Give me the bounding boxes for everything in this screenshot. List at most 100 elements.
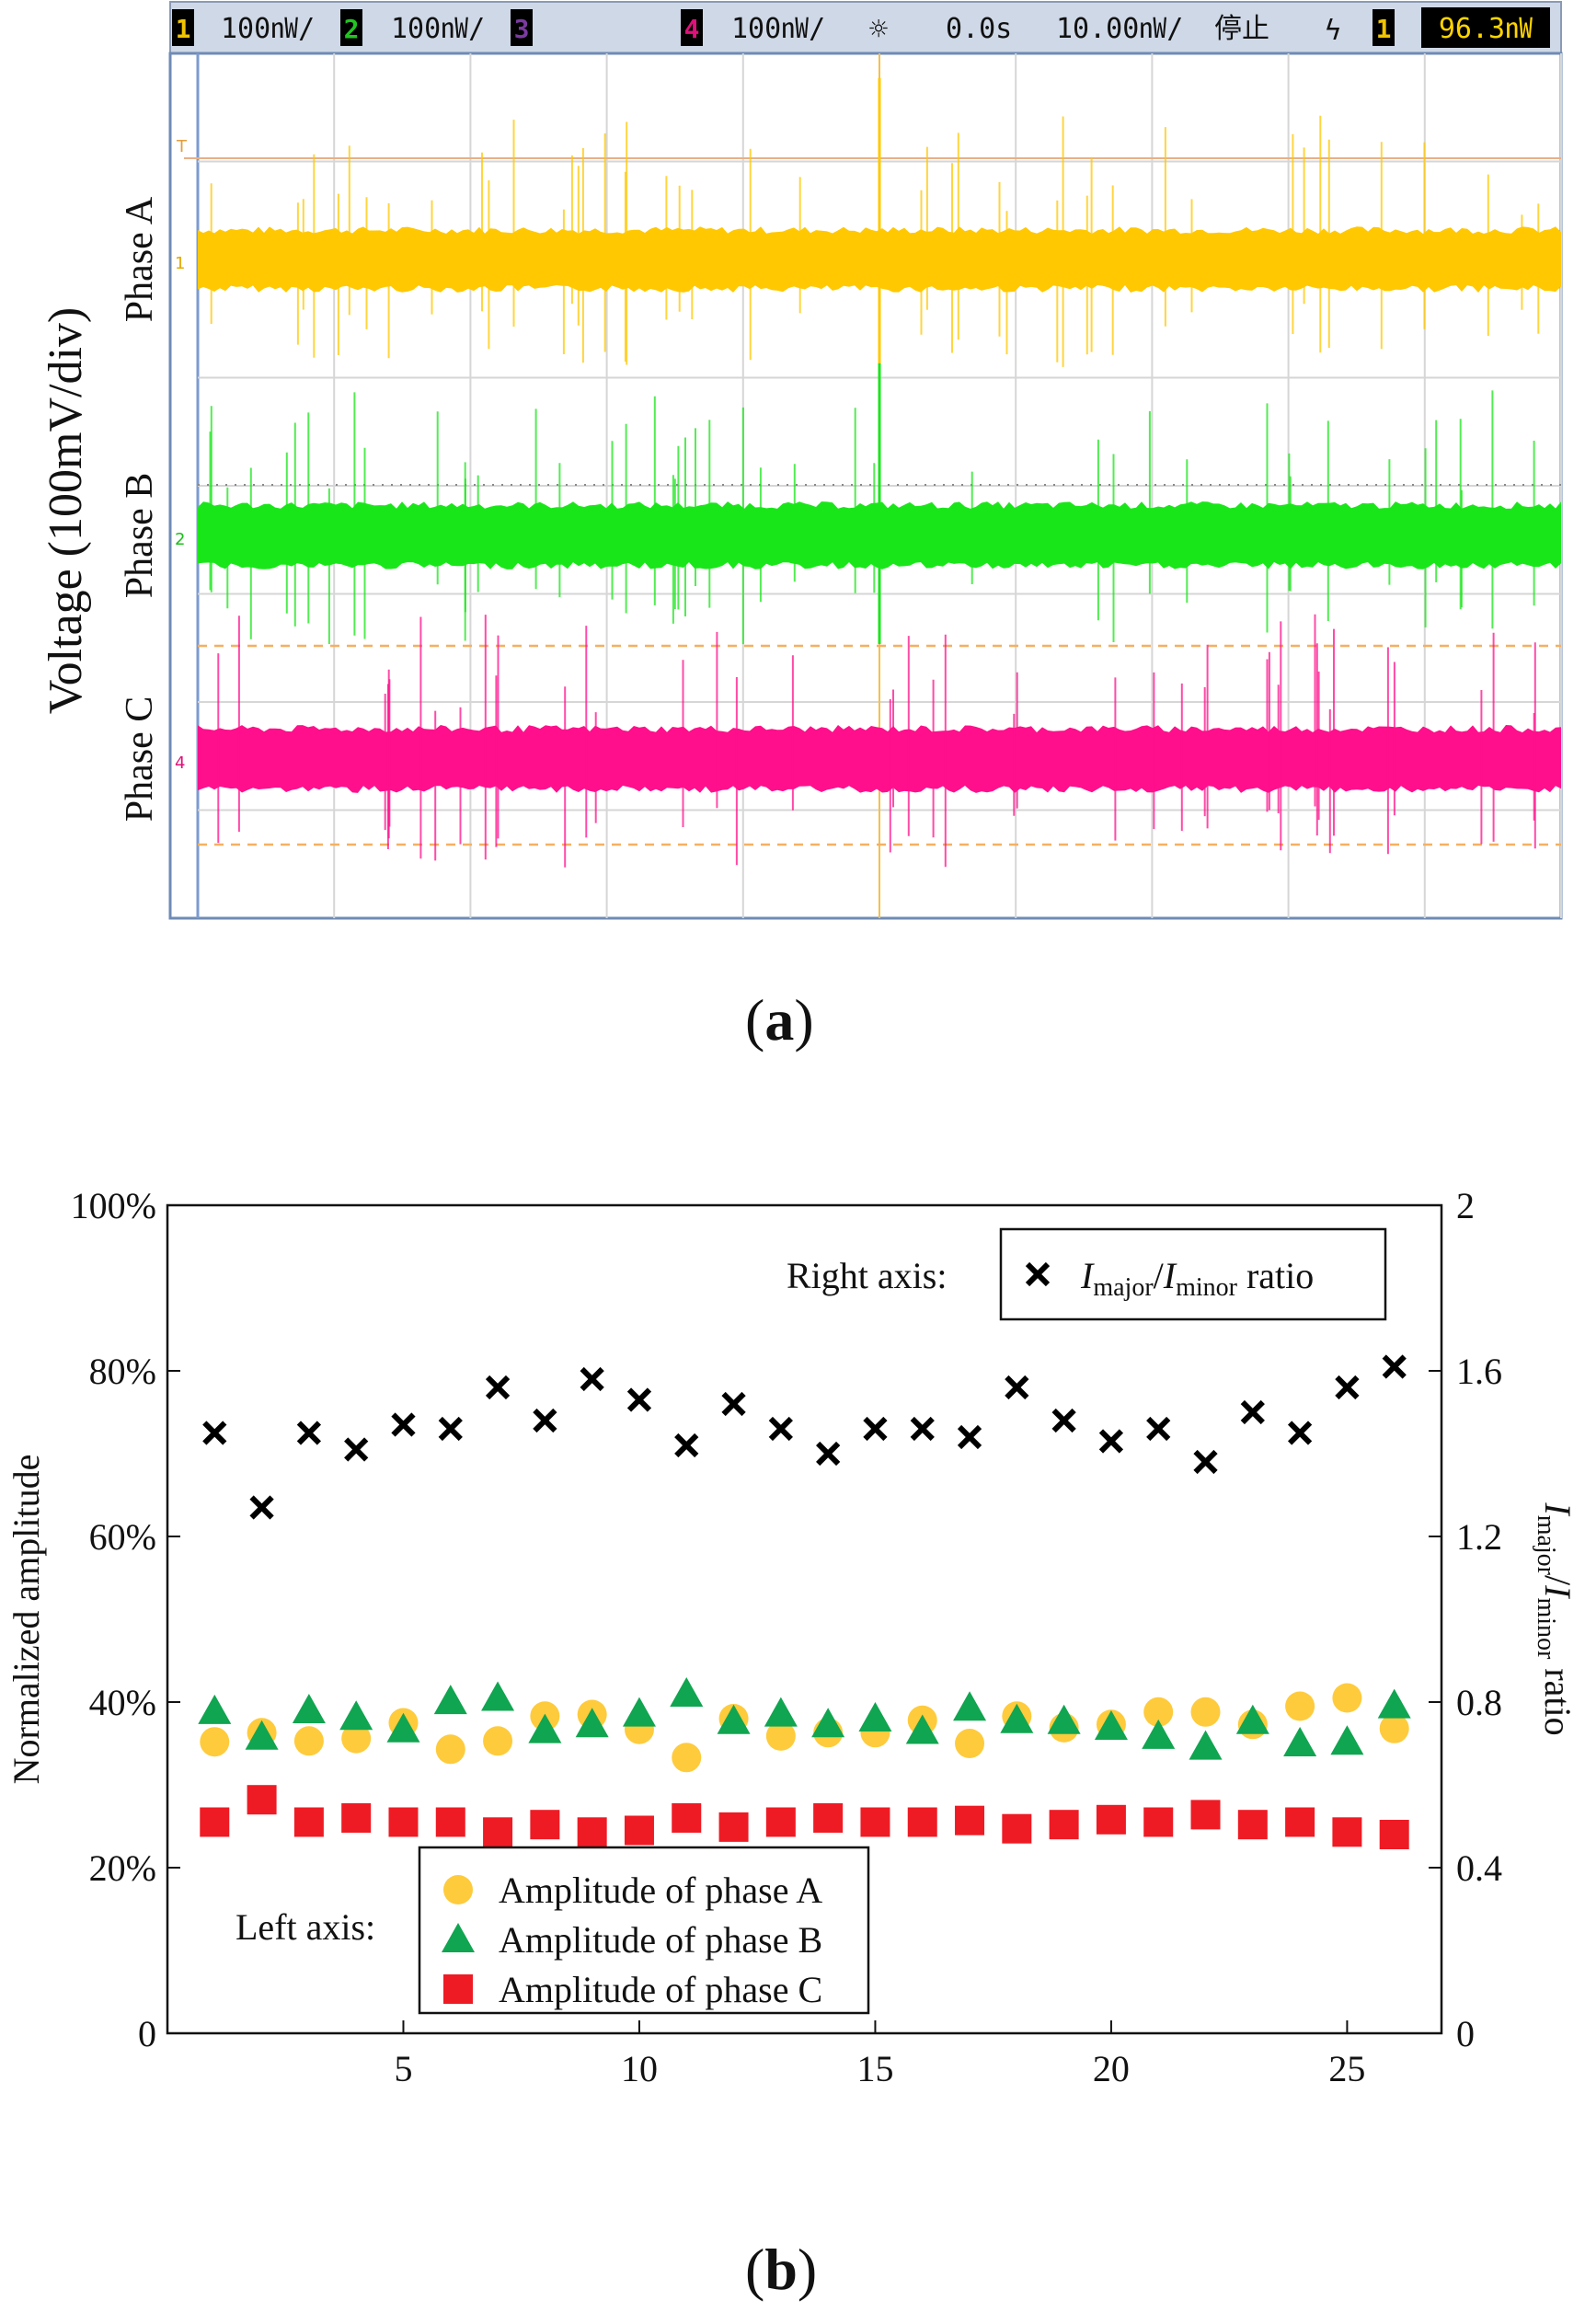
series-3-point-stroke [533,1408,557,1433]
ch4-scale: 100㎻/ [731,13,825,45]
series-0-point [672,1743,702,1773]
series-2-point [765,1807,796,1837]
time-scale: 10.00㎻/ [1056,13,1183,45]
series-0-point [435,1734,465,1765]
ratio-subscript: major [1532,1515,1560,1576]
series-3-point [1240,1399,1265,1425]
series-3-point [1193,1449,1218,1475]
ratio-word: ratio [1537,1659,1579,1735]
series-1-point [811,1708,845,1738]
trig-ch-number: 1 [1376,14,1392,44]
ch3-badge [511,9,533,46]
ch1-ground-marker: 1 [175,254,185,273]
series-1-point [198,1694,232,1724]
left-legend-prefix: Left axis: [235,1906,375,1948]
series-2-point [1002,1813,1032,1844]
series-3-point-stroke [1240,1399,1265,1425]
ratio-subscript: minor [1532,1597,1560,1660]
series-2-point [577,1817,607,1847]
phase-label-1: Phase B [119,473,161,599]
trigger-level: 96.3㎻ [1439,13,1533,45]
ratio-subscript: major [1093,1273,1154,1302]
series-3-point [626,1387,652,1412]
phase-c-trace [198,725,1561,793]
series-1-point [433,1685,467,1715]
series-1-point [1094,1710,1128,1740]
series-3-point [580,1366,604,1392]
series-3-point [768,1416,793,1442]
series-1-point [339,1700,373,1731]
series-2-point [718,1812,749,1842]
series-1-point [1047,1704,1081,1734]
series-0-point [1143,1697,1174,1727]
x-tick-label: 25 [1328,2048,1365,2089]
y-right-tick-label: 0 [1456,2013,1475,2054]
series-3-point [202,1421,227,1445]
series-2-point [860,1807,890,1837]
status-bar [169,1,1562,54]
series-1-point [386,1712,420,1743]
series-0-point [765,1720,796,1751]
brightness-icon: ☼ [869,11,888,48]
series-3-point-stroke [1287,1421,1313,1445]
y-left-tick-label: 80% [89,1351,156,1392]
series-3-point-stroke [249,1495,274,1520]
series-2-point [341,1803,372,1833]
series-1-point [1189,1730,1223,1760]
series-2-point [624,1815,654,1846]
y-left-tick-label: 100% [71,1185,156,1226]
series-1-point [1235,1704,1269,1734]
series-3-point [816,1441,841,1467]
y-left-tick-label: 20% [89,1847,156,1889]
series-2-point [813,1803,844,1833]
series-1-point [1000,1703,1034,1733]
series-1-point [764,1697,798,1727]
series-3-point-stroke [1382,1354,1407,1379]
series-3-point-stroke [1193,1449,1218,1475]
series-2-point [1379,1820,1409,1849]
panel-a-caption: (a) [745,987,814,1053]
ratio-symbol-i: I [1537,1584,1579,1599]
series-2-point [1237,1810,1268,1840]
series-3-point-stroke [863,1416,888,1442]
series-3-point-stroke [344,1437,369,1462]
x-tick-label: 5 [394,2048,412,2089]
ratio-symbol-i: I [1537,1501,1579,1516]
series-2-point [293,1807,324,1837]
series-2-point [1143,1807,1174,1837]
series-0-point [1285,1691,1315,1721]
series-3-point [1005,1375,1029,1400]
right-legend-label: Imajor/Iminor ratio [1080,1255,1314,1302]
left-legend-entry-0: Amplitude of phase A [499,1870,822,1911]
ch3-number: 3 [514,14,530,44]
phase-label-0: Phase A [119,196,161,322]
series-3-point-stroke [768,1416,793,1442]
series-3-point [957,1424,982,1450]
series-2-point [388,1807,419,1837]
voltage-axis-label: Voltage (100mV/div) [40,307,92,714]
series-2-point [247,1785,277,1815]
series-3-point [721,1391,746,1417]
series-3-point-stroke [1146,1416,1171,1442]
series-0-point [200,1727,230,1757]
series-3-point-stroke [1098,1429,1124,1454]
series-2-point [1285,1807,1315,1837]
series-1-point [905,1714,939,1744]
right-legend-box [999,1227,1387,1321]
series-3-point [296,1421,322,1445]
y-right-axis-title: Imajor/Iminor ratio [1532,1501,1579,1735]
series-1-point [858,1702,892,1731]
y-left-tick-label: 0 [138,2013,156,2054]
ratio-subscript: minor [1176,1273,1238,1302]
run-state: 停止 [1214,13,1269,45]
series-3-point-stroke [1051,1408,1076,1433]
ch2-ground-marker: 2 [175,530,185,549]
series-2-point [1096,1804,1126,1835]
series-3-point [485,1375,511,1400]
ch4-number: 4 [684,14,700,44]
series-0-point [341,1723,372,1754]
series-1-point [292,1694,326,1723]
ratio-symbol-i: I [1080,1255,1095,1296]
y-left-tick-label: 60% [89,1516,156,1558]
series-3-point [391,1412,416,1437]
